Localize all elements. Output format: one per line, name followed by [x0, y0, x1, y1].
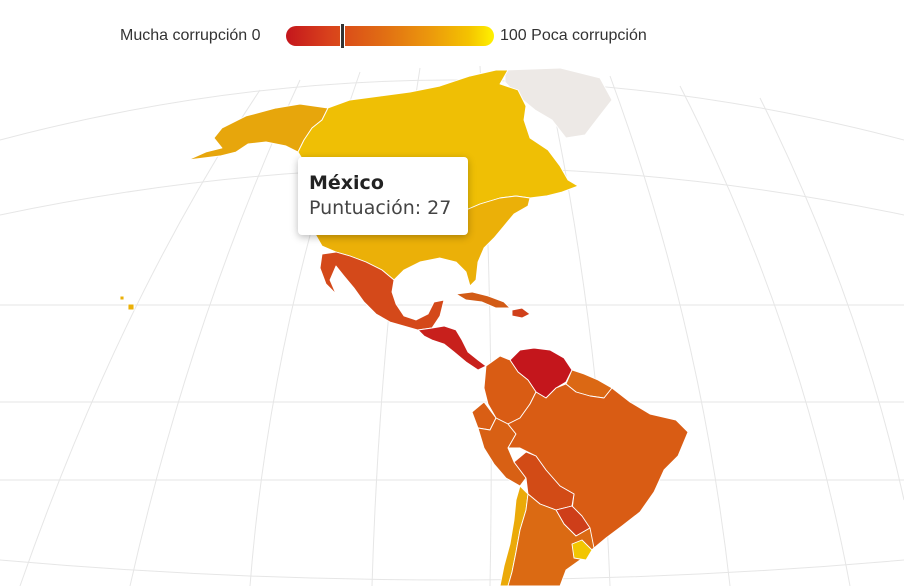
legend-gradient-bar	[286, 24, 494, 48]
region-hispaniola[interactable]	[511, 307, 531, 319]
region-cuba[interactable]	[455, 291, 511, 309]
region-mexico[interactable]	[319, 251, 445, 331]
region-bolivia[interactable]	[513, 451, 575, 511]
region-alaska[interactable]	[187, 103, 329, 161]
region-argentina[interactable]	[507, 493, 595, 586]
region-uruguay[interactable]	[571, 539, 593, 561]
graticule-line	[129, 79, 301, 586]
graticule-line	[759, 97, 904, 501]
countries	[119, 67, 689, 586]
graticule-line	[679, 85, 851, 586]
graticule-line	[19, 89, 261, 586]
region-brazil[interactable]	[507, 383, 689, 549]
region-central-america[interactable]	[417, 325, 487, 371]
graticule-line	[609, 75, 731, 586]
color-scale-legend: Mucha corrupción 0 100 Poca corrupción	[0, 24, 904, 50]
tooltip-score: Puntuación: 27	[309, 197, 452, 219]
legend-high-label: 100 Poca corrupción	[500, 27, 647, 44]
graticule-line	[0, 79, 904, 141]
legend-score-marker	[340, 24, 346, 48]
tooltip-country-name: México	[309, 172, 384, 194]
graticule-line	[0, 559, 904, 581]
legend-low-label: Mucha corrupción 0	[120, 27, 261, 44]
country-tooltip: México Puntuación: 27	[298, 157, 468, 235]
region-hawaii[interactable]	[119, 295, 135, 311]
